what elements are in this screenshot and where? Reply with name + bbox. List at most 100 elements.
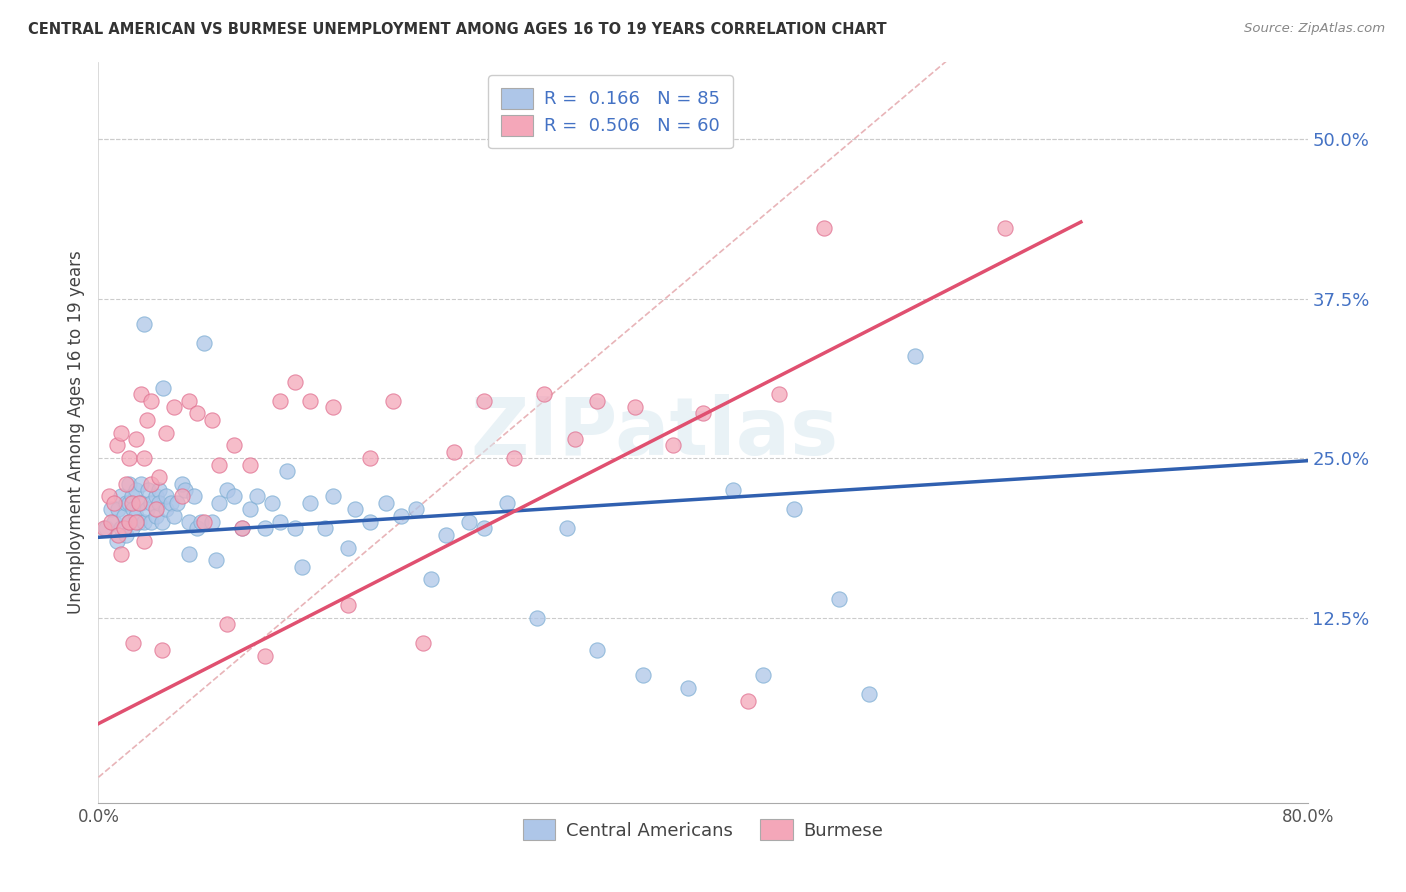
Point [215, 617, 238, 632]
Point [231, 521, 253, 535]
Point [231, 521, 253, 535]
Point [676, 681, 699, 695]
Point [208, 458, 231, 472]
Point [420, 573, 443, 587]
Point [148, 483, 170, 497]
Point [336, 598, 359, 612]
Point [624, 400, 647, 414]
Point [253, 521, 276, 535]
Point [208, 496, 231, 510]
Point [224, 490, 246, 504]
Point [190, 515, 212, 529]
Point [132, 515, 155, 529]
Point [239, 502, 262, 516]
Point [98, 490, 121, 504]
Point [105, 534, 128, 549]
Point [434, 527, 457, 541]
Point [150, 515, 173, 529]
Point [533, 387, 555, 401]
Point [284, 375, 307, 389]
Point [94, 521, 117, 535]
Point [183, 490, 205, 504]
Point [155, 502, 177, 516]
Point [904, 349, 927, 363]
Point [121, 490, 143, 504]
Point [152, 381, 174, 395]
Text: ZIPatlas: ZIPatlas [471, 393, 839, 472]
Point [125, 508, 148, 523]
Point [344, 502, 367, 516]
Point [160, 496, 183, 510]
Point [723, 483, 745, 497]
Point [145, 502, 167, 516]
Point [128, 496, 150, 510]
Point [262, 496, 284, 510]
Point [201, 413, 224, 427]
Point [224, 438, 246, 452]
Point [148, 470, 170, 484]
Point [118, 496, 141, 510]
Point [336, 541, 359, 555]
Point [692, 407, 714, 421]
Point [132, 451, 155, 466]
Point [122, 636, 145, 650]
Point [141, 393, 163, 408]
Point [136, 483, 159, 497]
Point [125, 432, 148, 446]
Point [170, 476, 193, 491]
Point [752, 668, 775, 682]
Point [526, 611, 548, 625]
Text: CENTRAL AMERICAN VS BURMESE UNEMPLOYMENT AMONG AGES 16 TO 19 YEARS CORRELATION C: CENTRAL AMERICAN VS BURMESE UNEMPLOYMENT… [28, 22, 887, 37]
Point [110, 425, 132, 440]
Point [150, 642, 173, 657]
Point [291, 559, 314, 574]
Text: Source: ZipAtlas.com: Source: ZipAtlas.com [1244, 22, 1385, 36]
Point [193, 336, 215, 351]
Point [299, 393, 322, 408]
Point [112, 508, 135, 523]
Point [858, 687, 880, 701]
Point [360, 515, 382, 529]
Point [125, 483, 148, 497]
Point [118, 476, 141, 491]
Point [173, 483, 195, 497]
Point [107, 527, 129, 541]
Point [129, 476, 152, 491]
Point [405, 502, 427, 516]
Point [141, 476, 163, 491]
Point [412, 636, 434, 650]
Point [495, 496, 517, 510]
Point [246, 490, 269, 504]
Point [322, 490, 344, 504]
Point [100, 502, 122, 516]
Point [145, 490, 167, 504]
Point [166, 496, 188, 510]
Point [276, 464, 298, 478]
Point [141, 515, 163, 529]
Point [135, 413, 157, 427]
Point [360, 451, 382, 466]
Point [105, 438, 128, 452]
Legend: Central Americans, Burmese: Central Americans, Burmese [513, 811, 893, 849]
Point [314, 521, 336, 535]
Point [110, 521, 132, 535]
Point [100, 515, 122, 529]
Point [269, 515, 291, 529]
Point [179, 547, 201, 561]
Point [114, 527, 136, 541]
Point [586, 393, 609, 408]
Point [813, 221, 835, 235]
Point [129, 496, 152, 510]
Point [503, 451, 526, 466]
Point [186, 407, 208, 421]
Point [135, 502, 157, 516]
Point [179, 515, 201, 529]
Point [114, 476, 136, 491]
Point [555, 521, 578, 535]
Point [141, 496, 163, 510]
Point [215, 483, 238, 497]
Point [783, 502, 806, 516]
Point [110, 547, 132, 561]
Point [132, 534, 155, 549]
Point [112, 521, 135, 535]
